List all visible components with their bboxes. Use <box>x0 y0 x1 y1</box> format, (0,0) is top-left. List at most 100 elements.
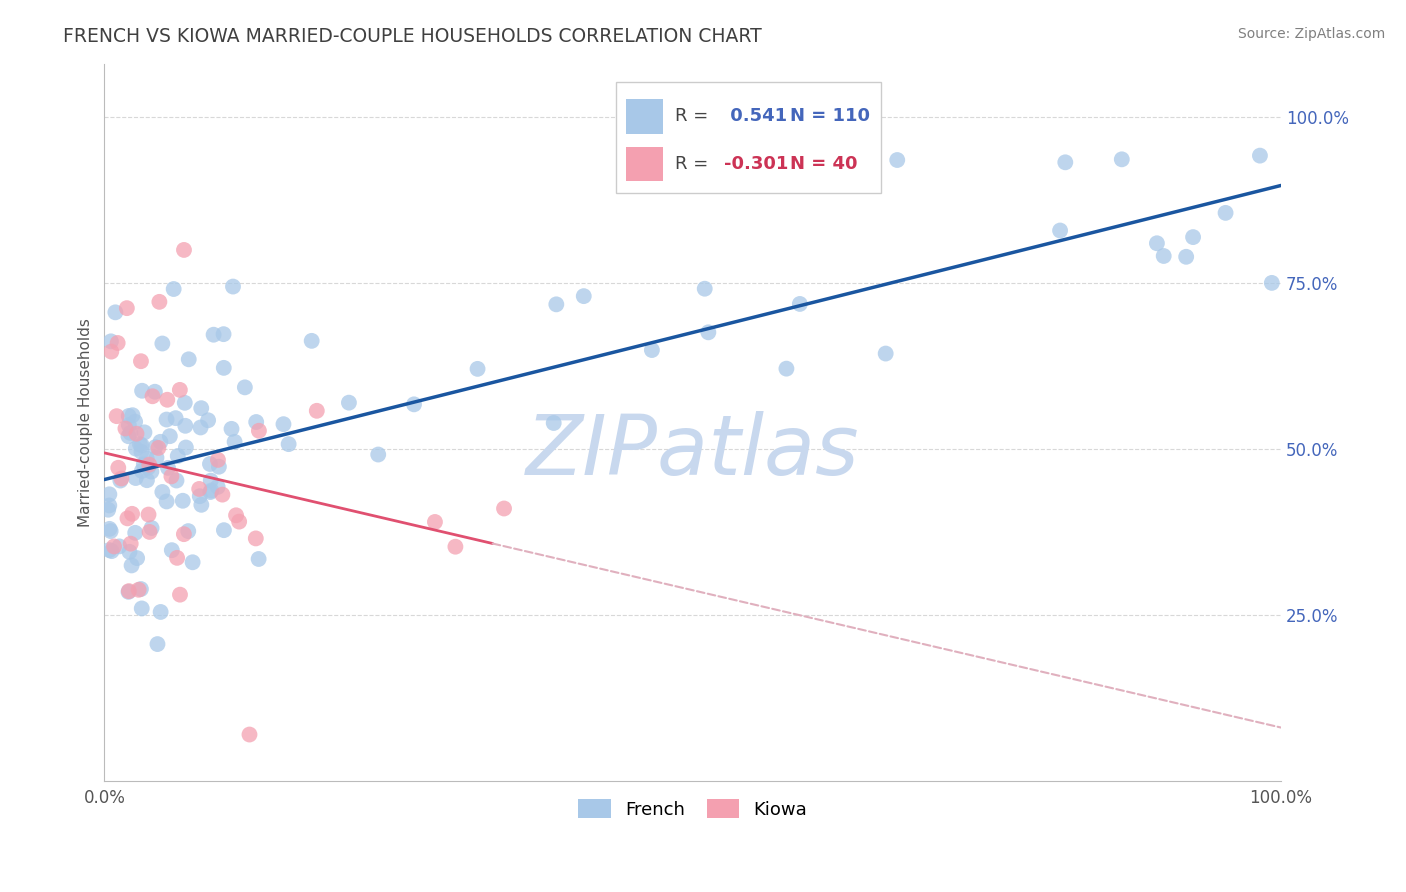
Point <box>118 409 141 423</box>
Point <box>118 545 141 559</box>
Point <box>138 508 160 522</box>
Point <box>118 584 141 599</box>
Text: -0.301: -0.301 <box>724 154 789 173</box>
Point <box>110 474 132 488</box>
Point <box>177 352 200 367</box>
Point <box>124 415 146 429</box>
Point <box>173 396 195 410</box>
Point <box>245 415 267 429</box>
Point <box>127 551 149 566</box>
Point <box>121 408 143 422</box>
Point <box>367 448 389 462</box>
Point <box>402 397 425 411</box>
Text: 0.541: 0.541 <box>724 107 787 126</box>
Point <box>131 445 153 459</box>
Point <box>875 346 897 360</box>
Point <box>103 540 125 554</box>
Point <box>789 297 811 311</box>
Point <box>467 362 489 376</box>
Y-axis label: Married-couple Households: Married-couple Households <box>79 318 93 527</box>
Point <box>190 420 212 434</box>
Point <box>136 460 159 475</box>
Point <box>97 502 120 516</box>
Point <box>129 437 152 451</box>
Text: R =: R = <box>675 154 709 173</box>
Point <box>98 487 121 501</box>
Point <box>146 637 169 651</box>
FancyBboxPatch shape <box>626 99 664 134</box>
Point <box>149 605 172 619</box>
Point <box>233 380 256 394</box>
Point <box>337 395 360 409</box>
Point <box>117 584 139 599</box>
Point <box>273 417 295 432</box>
Point <box>156 392 179 407</box>
Legend: French, Kiowa: French, Kiowa <box>571 791 814 826</box>
Point <box>124 471 146 485</box>
Point <box>305 404 328 418</box>
Point <box>1146 236 1168 251</box>
Point <box>1261 276 1284 290</box>
Point <box>1215 206 1237 220</box>
Point <box>150 485 173 500</box>
Point <box>277 437 299 451</box>
Point <box>100 544 122 558</box>
Point <box>117 429 139 443</box>
Point <box>174 441 197 455</box>
Point <box>174 418 197 433</box>
Point <box>100 524 122 538</box>
Point <box>104 305 127 319</box>
Point <box>188 489 211 503</box>
Point <box>543 416 565 430</box>
Point <box>228 515 250 529</box>
Point <box>138 524 160 539</box>
Point <box>121 507 143 521</box>
Point <box>141 389 163 403</box>
Point <box>141 465 163 479</box>
Point <box>124 525 146 540</box>
Point <box>143 384 166 399</box>
Point <box>301 334 323 348</box>
Point <box>247 424 270 438</box>
Text: R =: R = <box>675 107 709 126</box>
Point <box>202 327 225 342</box>
Point <box>148 294 170 309</box>
Point <box>131 464 153 478</box>
Point <box>131 438 153 452</box>
Point <box>423 515 446 529</box>
Point <box>1175 250 1198 264</box>
Point <box>159 429 181 443</box>
Point <box>120 425 142 440</box>
Point <box>225 508 247 523</box>
Point <box>173 527 195 541</box>
Point <box>117 511 139 525</box>
Point <box>107 336 129 351</box>
Point <box>181 555 204 569</box>
Point <box>98 499 121 513</box>
Point <box>105 409 128 424</box>
Point <box>1054 155 1077 169</box>
Point <box>156 461 179 475</box>
Point <box>128 582 150 597</box>
Point <box>492 501 515 516</box>
Point <box>641 343 664 357</box>
Point <box>190 498 212 512</box>
Point <box>169 588 191 602</box>
Point <box>163 282 186 296</box>
Point <box>211 488 233 502</box>
Point <box>207 453 229 467</box>
Point <box>114 421 136 435</box>
Point <box>886 153 908 167</box>
Point <box>160 469 183 483</box>
Point <box>166 449 188 463</box>
Point <box>173 243 195 257</box>
Text: Source: ZipAtlas.com: Source: ZipAtlas.com <box>1237 27 1385 41</box>
Point <box>125 426 148 441</box>
Point <box>166 474 188 488</box>
Point <box>141 521 163 535</box>
Point <box>160 543 183 558</box>
Point <box>98 522 121 536</box>
Point <box>207 480 229 494</box>
Point <box>224 434 246 449</box>
Point <box>100 334 122 349</box>
